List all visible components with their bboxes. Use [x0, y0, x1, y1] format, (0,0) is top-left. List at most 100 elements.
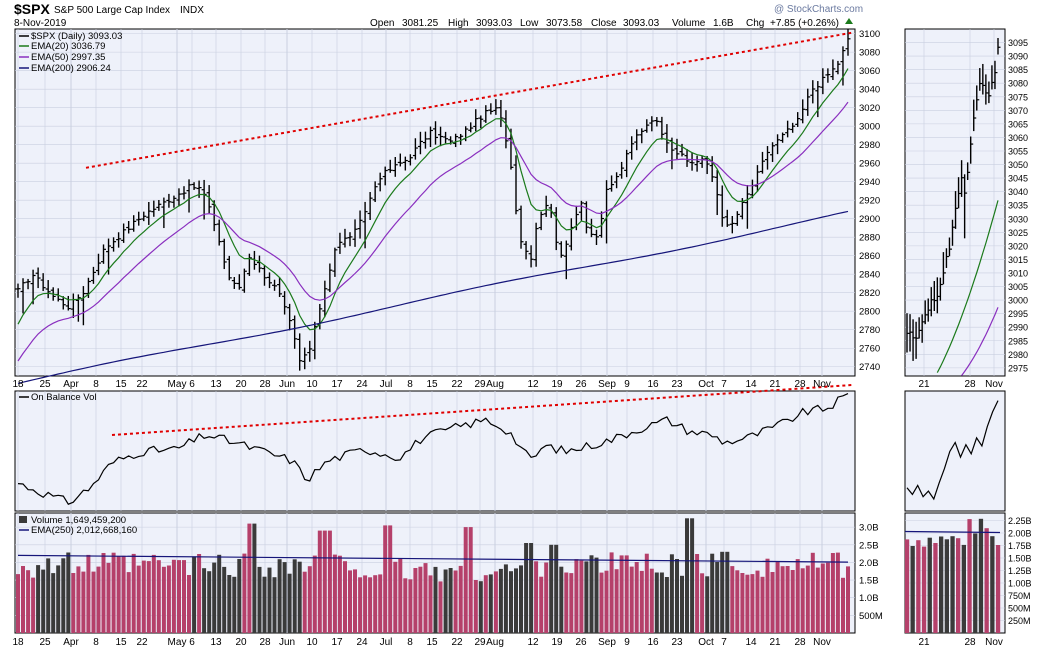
open-value: 3081.25 [402, 18, 439, 29]
volume-bar [820, 563, 825, 633]
volume-bar [690, 518, 695, 633]
volume-bar [378, 574, 383, 633]
zoom-volume-bar [921, 546, 927, 633]
volume-bar [493, 571, 498, 633]
x-tick-label: Apr [63, 637, 79, 648]
x-tick-label: 8 [407, 379, 413, 390]
volume-bar [760, 576, 765, 633]
volume-bar [403, 578, 408, 633]
volume-bar [468, 527, 473, 633]
x-tick-label: 25 [39, 379, 51, 390]
ema50-line [17, 101, 849, 362]
x-tick-label: 14 [745, 637, 757, 648]
legend-vol-ema: EMA(250) 2,012,668,160 [31, 525, 137, 536]
x-tick-label: 22 [451, 379, 463, 390]
x-tick-label: 26 [575, 637, 587, 648]
zoom-price-tick-label: 3075 [1008, 92, 1028, 102]
high-value: 3093.03 [476, 18, 513, 29]
volume-bar [192, 556, 197, 633]
price-tick-label: 2820 [859, 288, 880, 299]
x-tick-label: 24 [356, 379, 368, 390]
open-label: Open [370, 18, 394, 29]
volume-bar [66, 552, 71, 633]
volume-bar [730, 566, 735, 633]
x-tick-label: Nov [813, 379, 831, 390]
volume-bar [529, 543, 534, 633]
volume-bar [770, 572, 775, 633]
zoom-volume-bar [956, 538, 961, 633]
volume-bar [182, 560, 186, 633]
volume-bar [629, 566, 634, 633]
volume-bar [478, 581, 483, 633]
volume-bar [136, 565, 141, 633]
volume-bar [21, 566, 25, 633]
zoom-price-tick-label: 3050 [1008, 160, 1028, 170]
volume-bar [609, 552, 614, 633]
index-name: S&P 500 Large Cap Index [54, 5, 170, 16]
volume-bar [327, 530, 332, 633]
volume-bar [594, 557, 599, 633]
zoom-volume-bar [944, 539, 949, 633]
volume-bar [177, 560, 181, 633]
volume-bar [106, 562, 111, 633]
high-label: High [448, 18, 469, 29]
volume-bar [373, 575, 378, 633]
zoom-volume-tick-label: 500M [1008, 604, 1031, 614]
x-tick-label: 22 [451, 637, 463, 648]
x-tick-label: 13 [210, 637, 222, 648]
volume-value: 1.6B [713, 18, 734, 29]
zoom-price-tick-label: 2975 [1008, 363, 1028, 373]
volume-bar [197, 554, 202, 633]
x-tick-label: 15 [426, 637, 438, 648]
x-tick-label: 22 [136, 379, 148, 390]
x-tick-label: 26 [575, 379, 587, 390]
price-tick-label: 2840 [859, 270, 880, 281]
low-value: 3073.58 [546, 18, 583, 29]
zoom-price-tick-label: 3045 [1008, 174, 1028, 184]
volume-bar [232, 576, 237, 633]
obv-trendline [111, 384, 853, 436]
zoom-x-tick-label: 21 [918, 637, 930, 648]
volume-bar [368, 577, 373, 633]
zoom-price-tick-label: 3025 [1008, 228, 1028, 238]
volume-legend: Volume 1,649,459,200 EMA(250) 2,012,668,… [19, 515, 137, 536]
volume-tick-label: 3.0B [859, 523, 879, 534]
volume-bar [800, 568, 805, 633]
zoom-price-tick-label: 2980 [1008, 350, 1028, 360]
x-tick-label: May [168, 637, 187, 648]
x-tick-label: Jun [279, 637, 295, 648]
price-legend: $SPX (Daily) 3093.03 EMA(20) 3036.79 EMA… [19, 31, 122, 74]
x-tick-label: 20 [235, 637, 247, 648]
price-tick-label: 2920 [859, 196, 880, 207]
volume-bar [237, 559, 242, 633]
zoom-volume-bar [973, 533, 978, 633]
chg-value: +7.85 (+0.26%) [770, 18, 839, 29]
volume-bar [297, 561, 302, 633]
price-panel [14, 28, 856, 377]
volume-bar [91, 571, 96, 633]
volume-bar [71, 573, 76, 633]
x-tick-label: 6 [189, 637, 195, 648]
x-tick-label: 28 [794, 379, 806, 390]
zoom-x-tick-label: 28 [964, 637, 976, 648]
volume-bar [81, 571, 86, 633]
volume-bar [790, 570, 795, 633]
volume-bar [589, 555, 594, 633]
x-tick-label: 28 [259, 637, 271, 648]
volume-bar [76, 566, 81, 633]
axis-labels: 3100308030603040302030002980296029402920… [12, 29, 1031, 648]
zoom-x-tick-label: Nov [985, 637, 1003, 648]
volume-bar [624, 555, 629, 633]
volume-bar [166, 565, 171, 633]
price-tick-label: 3040 [859, 85, 880, 96]
zoom-volume-tick-label: 1.00B [1008, 579, 1032, 589]
volume-bar [428, 575, 433, 633]
zoom-price-tick-label: 3035 [1008, 201, 1028, 211]
x-tick-label: 16 [647, 637, 659, 648]
volume-tick-label: 2.5B [859, 540, 879, 551]
zoom-price-tick-label: 3055 [1008, 146, 1028, 156]
x-tick-label: 29 [474, 379, 486, 390]
volume-bar [116, 556, 121, 633]
volume-bar [785, 566, 790, 633]
volume-bar [514, 568, 518, 633]
